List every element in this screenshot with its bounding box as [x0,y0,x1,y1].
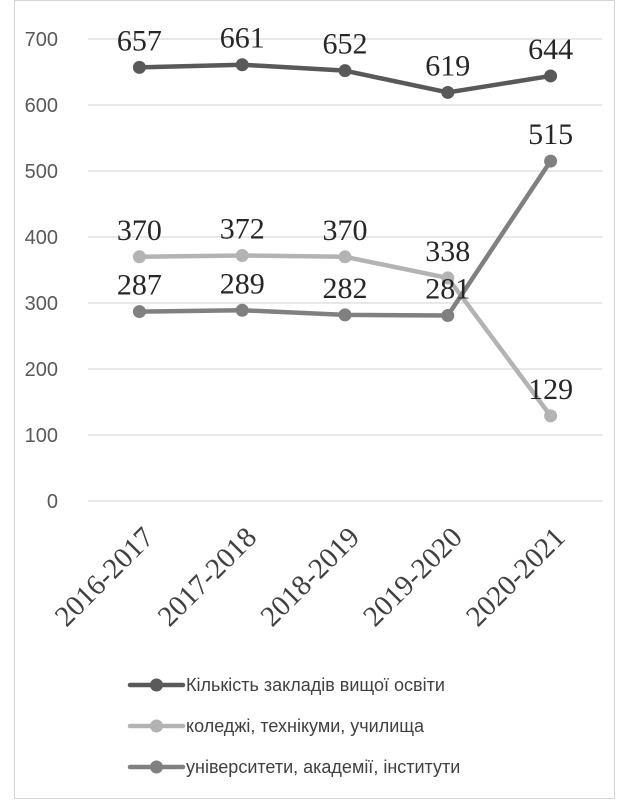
x-axis-ticks: 2016-20172017-20182018-20192019-20202020… [49,521,572,632]
data-label: 657 [117,24,162,57]
x-tick-label: 2017-2018 [152,521,263,632]
y-tick-label: 500 [25,161,58,183]
data-label: 370 [323,214,368,247]
data-point [338,64,352,78]
data-label: 644 [528,33,573,66]
data-point [441,271,455,285]
data-label: 661 [220,22,265,55]
data-label: 652 [323,28,368,61]
legend-label: університети, академії, інститути [186,757,460,777]
data-point [132,60,146,74]
data-label: 281 [425,273,470,306]
y-tick-label: 0 [47,491,58,513]
y-tick-label: 600 [25,95,58,117]
y-tick-label: 400 [25,227,58,249]
data-point [235,303,249,317]
data-point [441,309,455,323]
chart-frame [14,0,615,799]
x-tick-label: 2020-2021 [460,521,571,632]
data-point [235,58,249,72]
legend: Кількість закладів вищої освіти коледжі, … [127,675,460,777]
legend-label: коледжі, технікуми, училища [186,716,425,736]
data-point [544,409,558,423]
y-tick-label: 700 [25,29,58,51]
data-point [544,154,558,168]
legend-marker [150,719,163,733]
legend-marker [150,678,163,692]
data-point [441,85,455,99]
data-point [132,305,146,319]
data-point [132,250,146,264]
x-tick-label: 2016-2017 [49,521,160,632]
y-axis-ticks: 0 100 200 300 400 500 600 700 [25,29,58,513]
x-tick-label: 2019-2020 [357,521,468,632]
data-label: 289 [220,267,265,300]
data-label: 515 [528,118,573,151]
data-labels: 657 661 652 619 644 370 372 370 338 129 287 289 282 2… [117,22,573,406]
y-tick-label: 300 [25,293,58,315]
gridlines [88,38,602,502]
data-point [338,308,352,322]
x-tick-label: 2018-2019 [254,521,365,632]
legend-label: Кількість закладів вищої освіти [186,675,445,695]
data-point [235,248,249,262]
y-tick-label: 200 [25,359,58,381]
data-point [338,250,352,264]
data-label: 370 [117,214,162,247]
data-label: 372 [220,212,265,245]
data-point [544,69,558,83]
y-tick-label: 100 [25,425,58,447]
series-points [132,58,558,423]
data-label: 282 [323,272,368,305]
data-label: 338 [425,235,470,268]
data-label: 287 [117,269,162,302]
data-label: 619 [425,49,470,82]
legend-marker [150,760,163,774]
data-label: 129 [528,373,573,406]
